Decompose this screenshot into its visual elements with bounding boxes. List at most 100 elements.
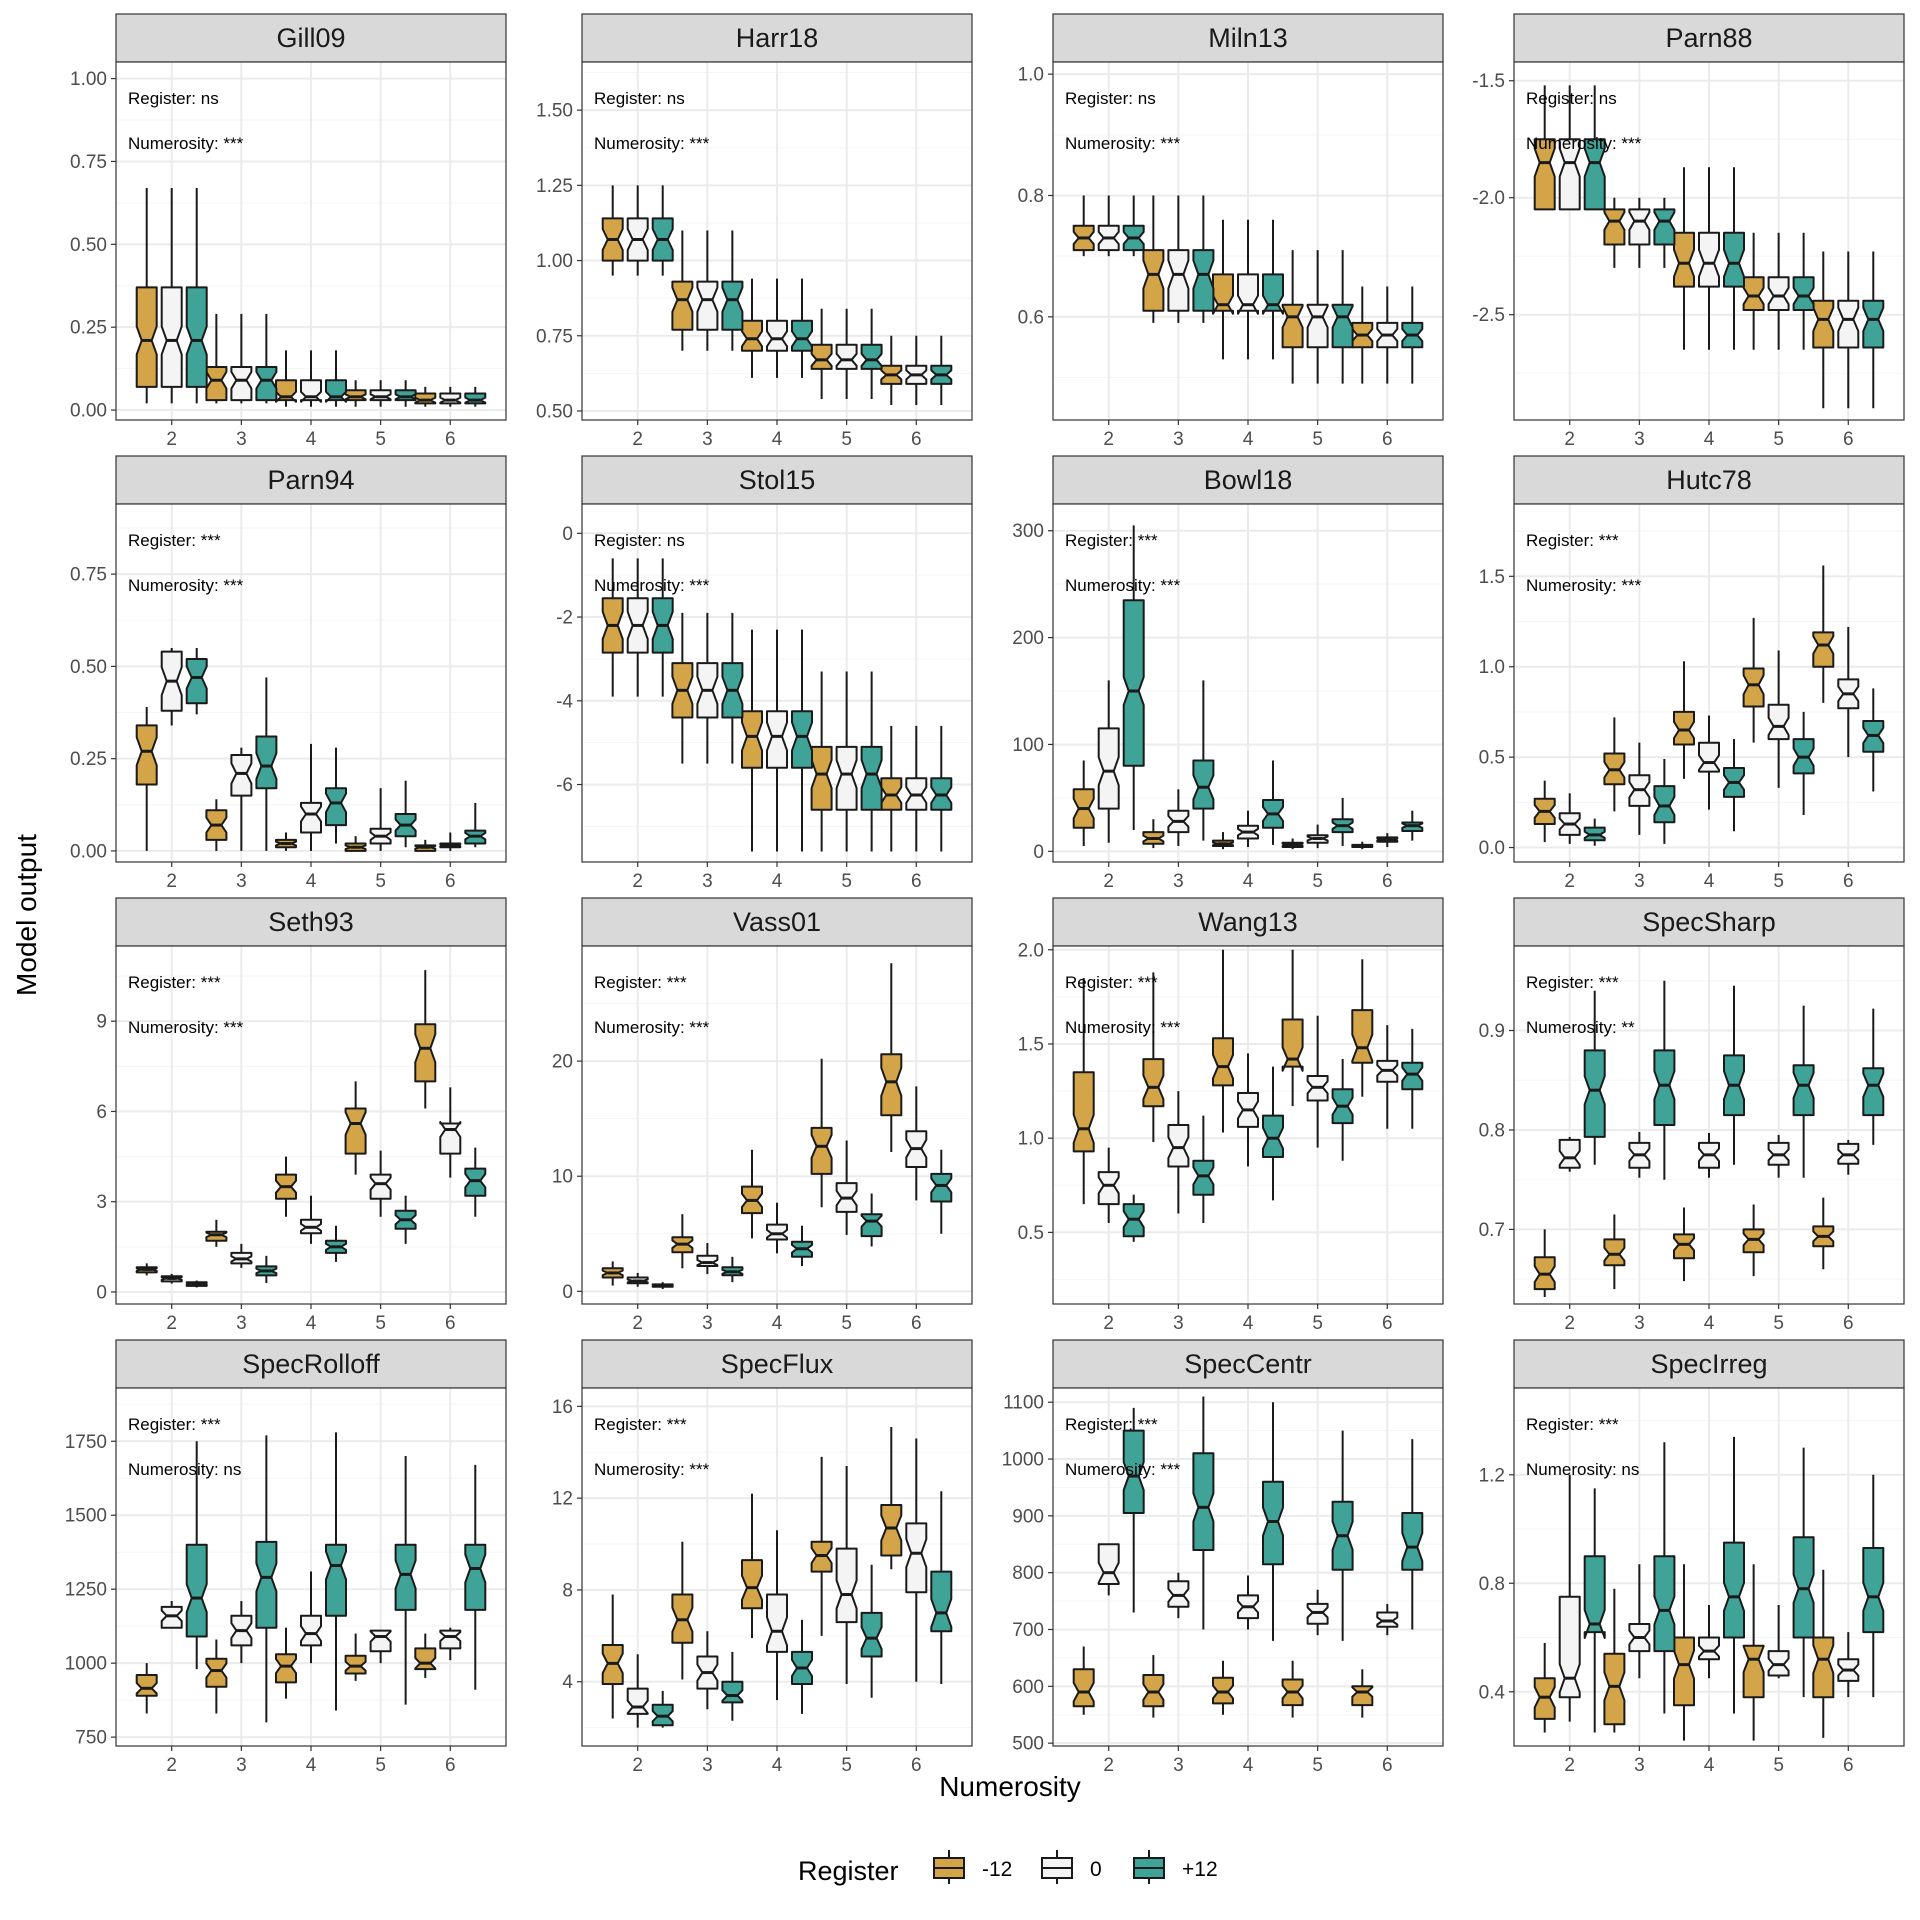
box-0-5 bbox=[1767, 1134, 1790, 1178]
panel-parn94: Parn94 0.00 0.25 0.50 0.75 2 3 4 5 6 Register: ***… bbox=[70, 455, 507, 892]
box-body bbox=[1792, 1064, 1815, 1117]
box-body bbox=[1653, 1555, 1676, 1653]
x-tick-label: 2 bbox=[1564, 1313, 1575, 1334]
box-+12-6 bbox=[930, 1491, 953, 1685]
box-body bbox=[860, 1213, 883, 1238]
register-significance: Register: *** bbox=[128, 531, 221, 550]
box-0-4 bbox=[300, 350, 322, 407]
x-tick-label: 5 bbox=[1312, 1755, 1323, 1776]
box--12-4 bbox=[1212, 219, 1234, 360]
box-body bbox=[1837, 299, 1860, 349]
box-+12-2 bbox=[1583, 85, 1606, 211]
box-0-5 bbox=[1767, 1604, 1790, 1679]
y-tick-label: -2 bbox=[556, 608, 573, 629]
box--12-2 bbox=[135, 1263, 158, 1276]
box-0-4 bbox=[766, 1530, 788, 1701]
y-tick-label: 0.75 bbox=[70, 565, 107, 586]
x-tick-label: 3 bbox=[1634, 429, 1645, 450]
register-significance: Register: *** bbox=[594, 1415, 687, 1434]
panel-harr18: Harr18 0.50 0.75 1.00 1.25 1.50 2 3 4 5 6 Register:… bbox=[536, 13, 973, 450]
box-+12-4 bbox=[325, 1225, 347, 1262]
box-body bbox=[325, 787, 347, 827]
box-+12-6 bbox=[1862, 1474, 1885, 1698]
box-+12-6 bbox=[930, 1149, 953, 1234]
panel-border bbox=[1513, 1387, 1905, 1747]
box-body bbox=[394, 389, 417, 402]
x-tick-label: 5 bbox=[375, 1313, 386, 1334]
panel-strip bbox=[1513, 1339, 1905, 1389]
y-tick-label: 1000 bbox=[1002, 1450, 1044, 1471]
box-+12-4 bbox=[1723, 739, 1745, 832]
legend-item-0: 0 bbox=[1041, 1850, 1102, 1884]
box-body bbox=[344, 389, 367, 402]
panel-title: SpecSharp bbox=[1642, 907, 1776, 937]
box-+12-2 bbox=[185, 647, 208, 715]
box-body bbox=[721, 1680, 744, 1704]
panel-title: Wang13 bbox=[1198, 907, 1298, 937]
box--12-2 bbox=[601, 558, 624, 697]
box-+12-3 bbox=[255, 1435, 278, 1723]
box--12-4 bbox=[1673, 1564, 1695, 1741]
box-body bbox=[205, 366, 228, 402]
x-tick-label: 4 bbox=[1243, 429, 1254, 450]
box-body bbox=[1862, 1067, 1885, 1117]
box-body bbox=[160, 286, 183, 388]
y-tick-label: 0.4 bbox=[1479, 1682, 1506, 1703]
box--12-4 bbox=[741, 278, 763, 378]
x-tick-label: 6 bbox=[445, 1755, 456, 1776]
x-tick-label: 2 bbox=[166, 871, 177, 892]
legend-label: +12 bbox=[1182, 1858, 1218, 1881]
box-0-2 bbox=[1558, 793, 1581, 844]
x-tick-label: 6 bbox=[445, 429, 456, 450]
box-0-6 bbox=[1837, 1139, 1860, 1175]
box--12-5 bbox=[810, 308, 833, 399]
box-body bbox=[255, 1540, 278, 1629]
box--12-2 bbox=[1072, 1646, 1095, 1715]
x-tick-label: 4 bbox=[306, 1755, 317, 1776]
y-tick-label: 0 bbox=[562, 524, 573, 545]
y-tick-label: 800 bbox=[1012, 1563, 1044, 1584]
box--12-6 bbox=[1351, 959, 1374, 1097]
panel-title: Hutc78 bbox=[1666, 465, 1752, 495]
y-tick-label: 3 bbox=[96, 1192, 107, 1213]
box-body bbox=[205, 1657, 228, 1688]
x-tick-label: 5 bbox=[1773, 871, 1784, 892]
box--12-6 bbox=[1351, 1669, 1374, 1718]
panel-border bbox=[115, 945, 507, 1305]
y-tick-label: 1.0 bbox=[1018, 1129, 1044, 1150]
box-+12-3 bbox=[255, 677, 278, 851]
box-+12-3 bbox=[721, 1651, 744, 1721]
panel-title: Stol15 bbox=[739, 465, 816, 495]
y-tick-label: 100 bbox=[1012, 735, 1044, 756]
x-tick-label: 3 bbox=[702, 1755, 713, 1776]
box-0-2 bbox=[160, 1273, 183, 1284]
x-tick-label: 2 bbox=[1564, 1755, 1575, 1776]
box-body bbox=[1742, 276, 1765, 311]
register-significance: Register: ns bbox=[1526, 89, 1617, 108]
box-0-4 bbox=[1237, 219, 1259, 360]
box-body bbox=[1142, 1058, 1165, 1108]
box-+12-5 bbox=[1331, 797, 1354, 846]
panel-title: SpecIrreg bbox=[1650, 1349, 1767, 1379]
x-tick-label: 2 bbox=[1103, 1313, 1114, 1334]
box-body bbox=[1698, 741, 1720, 773]
register-significance: Register: *** bbox=[594, 973, 687, 992]
box-body bbox=[835, 1547, 858, 1624]
box-0-5 bbox=[835, 308, 858, 399]
x-tick-label: 4 bbox=[772, 1313, 783, 1334]
y-tick-label: 0.9 bbox=[1479, 1021, 1505, 1042]
x-tick-label: 5 bbox=[1773, 429, 1784, 450]
box--12-5 bbox=[344, 380, 367, 407]
x-tick-label: 3 bbox=[1634, 871, 1645, 892]
box-body bbox=[464, 1543, 487, 1611]
box-body bbox=[880, 1053, 903, 1117]
box--12-5 bbox=[810, 1058, 833, 1208]
box--12-4 bbox=[275, 1627, 297, 1699]
box-body bbox=[741, 710, 763, 769]
box-body bbox=[1351, 1685, 1374, 1707]
panel-seth93: Seth93 0 3 6 9 2 3 4 5 6 Register: *** Numerosity: … bbox=[96, 897, 507, 1334]
y-axis-title: Model output bbox=[11, 834, 42, 996]
box-+12-2 bbox=[651, 185, 674, 276]
register-significance: Register: *** bbox=[1065, 1415, 1158, 1434]
box-0-3 bbox=[1628, 1564, 1651, 1679]
